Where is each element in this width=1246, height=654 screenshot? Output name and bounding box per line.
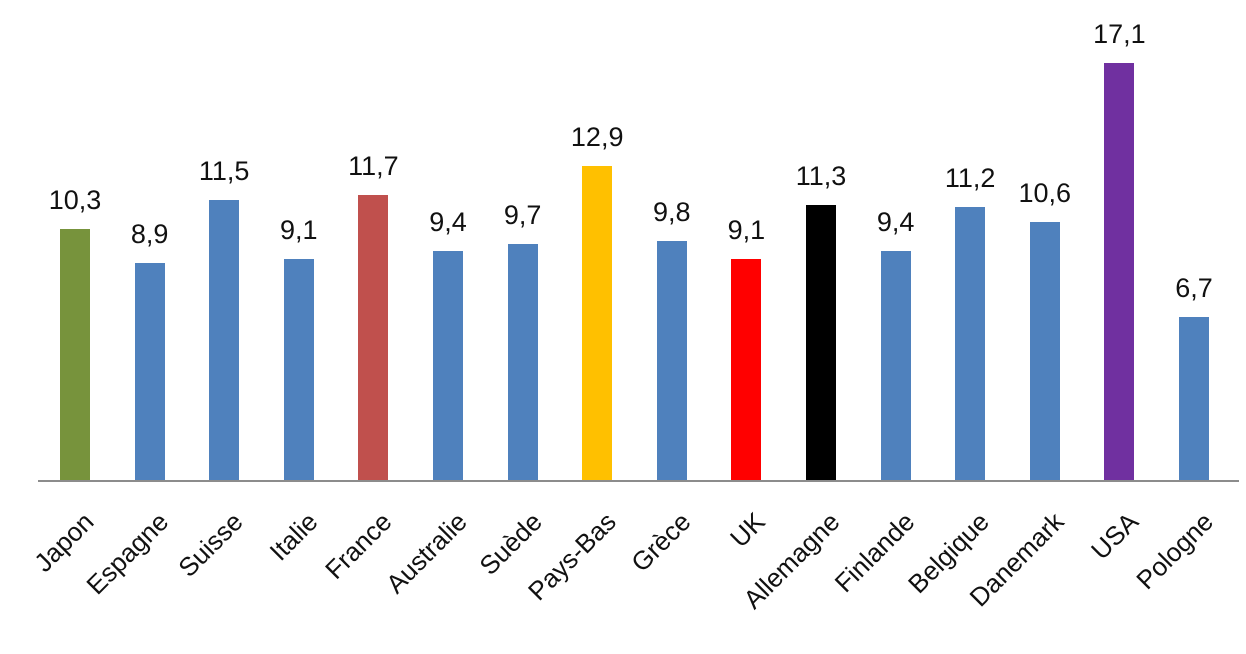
bar-belgique bbox=[955, 207, 986, 481]
bar-espagne bbox=[134, 263, 165, 481]
bar-finlande bbox=[880, 251, 911, 481]
bar-pays-bas bbox=[582, 165, 613, 481]
bar-france bbox=[358, 194, 389, 481]
value-label: 11,5 bbox=[198, 155, 250, 186]
bar-japon bbox=[60, 229, 90, 481]
value-label: 11,7 bbox=[348, 150, 399, 181]
value-label: 6,7 bbox=[1175, 273, 1213, 304]
value-label: 9,4 bbox=[876, 207, 915, 238]
category-label: Pologne bbox=[1130, 506, 1220, 596]
bar-gr-ce bbox=[656, 241, 687, 481]
bar-uk bbox=[731, 258, 762, 481]
category-label: Australie bbox=[380, 506, 473, 600]
bar-danemark bbox=[1029, 221, 1060, 481]
category-label: UK bbox=[724, 506, 772, 554]
category-label: Espagne bbox=[80, 506, 174, 601]
value-label: 10,6 bbox=[1018, 177, 1072, 208]
value-label: 12,9 bbox=[570, 121, 624, 152]
value-label: 8,9 bbox=[130, 219, 169, 250]
value-label: 17,1 bbox=[1093, 18, 1146, 49]
value-label: 11,3 bbox=[795, 160, 847, 191]
x-axis-line bbox=[38, 480, 1239, 482]
category-label: USA bbox=[1085, 506, 1145, 566]
bar-pologne bbox=[1179, 317, 1209, 481]
category-label: Finlande bbox=[828, 506, 920, 599]
category-label: Suisse bbox=[172, 506, 249, 583]
bar-suisse bbox=[209, 199, 240, 481]
value-label: 10,3 bbox=[48, 185, 102, 216]
value-label: 9,4 bbox=[429, 207, 467, 238]
value-label: 9,8 bbox=[653, 197, 691, 228]
bar-australie bbox=[433, 251, 463, 481]
category-label: Japon bbox=[28, 506, 100, 578]
value-label: 9,7 bbox=[503, 199, 542, 230]
bar-allemagne bbox=[806, 204, 836, 481]
value-label: 9,1 bbox=[280, 214, 318, 245]
bar-usa bbox=[1104, 62, 1135, 481]
bar-su-de bbox=[507, 243, 538, 481]
bar-italie bbox=[283, 258, 314, 481]
category-label: Grèce bbox=[624, 506, 697, 578]
value-label: 11,2 bbox=[944, 163, 996, 194]
value-label: 9,1 bbox=[727, 214, 766, 245]
category-label: Italie bbox=[263, 506, 324, 567]
